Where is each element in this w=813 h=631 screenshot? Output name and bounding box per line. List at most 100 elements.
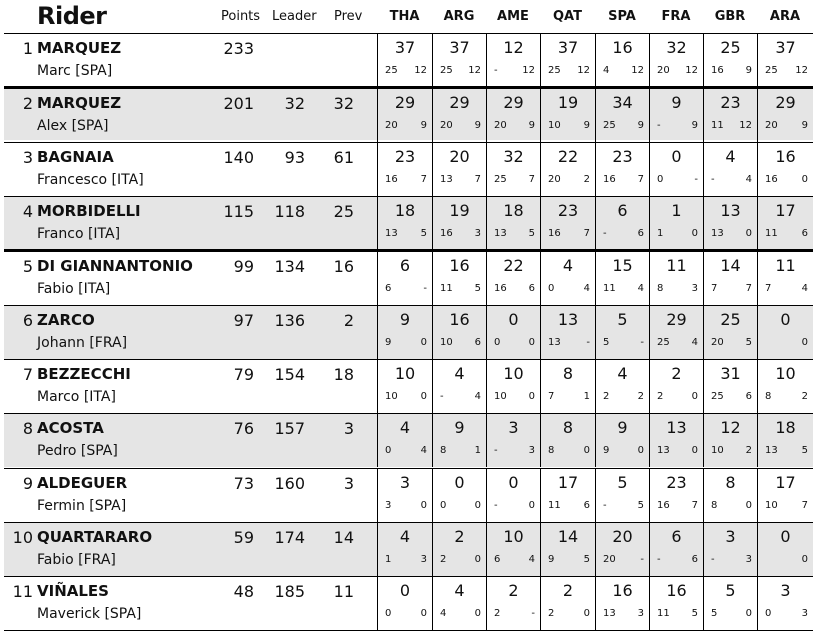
race-points: - <box>586 337 590 348</box>
race-points: 12 <box>577 65 590 76</box>
sprint-points: 3 <box>385 500 392 511</box>
sprint-points: 0 <box>765 608 772 619</box>
sprint-points: 8 <box>765 391 772 402</box>
race-total-points: 19 <box>449 201 470 220</box>
race-total-points: 23 <box>612 147 633 166</box>
rider-gap-prev: 3 <box>343 419 354 438</box>
rider-rank: 9 <box>22 474 33 493</box>
rider-rank: 2 <box>22 94 33 113</box>
race-total-points: 32 <box>666 38 687 57</box>
rider-first-name-nation: Johann [FRA] <box>37 335 128 351</box>
sprint-points: - <box>711 554 715 565</box>
rider-gap-prev: 25 <box>333 202 354 221</box>
sprint-points: 11 <box>440 283 453 294</box>
sprint-points: 8 <box>440 445 447 456</box>
rider-row[interactable]: 2 MARQUEZ Alex [SPA] 201 32 32 29 20 9 29 20 9 29 20 9… <box>4 86 813 142</box>
rider-row[interactable]: 11 VIÑALES Maverick [SPA] 48 185 11 0 0 0 4 4 0 2 2-2… <box>4 576 813 630</box>
race-points: - <box>640 337 644 348</box>
race-total-points: 22 <box>503 256 524 275</box>
race-column-header-spa: SPA <box>608 9 636 24</box>
sprint-points: 11 <box>711 120 724 131</box>
rider-rank: 8 <box>22 419 33 438</box>
race-result-cell-ame: 32 25 7 <box>486 142 540 196</box>
race-total-points: 17 <box>775 473 796 492</box>
race-column-header-tha: THA <box>389 9 420 24</box>
race-total-points: 37 <box>775 38 796 57</box>
rider-row[interactable]: 5 DI GIANNANTONIO Fabio [ITA] 99 134 16 6 6-16 1… <box>4 249 813 305</box>
race-total-points: 14 <box>557 527 579 546</box>
race-total-points: 8 <box>562 364 574 383</box>
race-points: 7 <box>583 228 590 239</box>
race-result-cell-fra: 9-9 <box>649 88 703 142</box>
rider-row[interactable]: 4 MORBIDELLI Franco [ITA] 115 118 25 18 13 5 19 16… <box>4 196 813 250</box>
race-points: 1 <box>474 445 481 456</box>
rider-row[interactable]: 1 MARQUEZ Marc [SPA] 233 37 25 12 37 25 12 12-12 37… <box>4 33 813 87</box>
sprint-points: 25 <box>711 391 724 402</box>
race-points: 3 <box>528 445 535 456</box>
race-points: 9 <box>420 120 427 131</box>
race-total-points: 23 <box>720 93 741 112</box>
sprint-points: 7 <box>711 283 718 294</box>
rider-first-name-nation: Alex [SPA] <box>37 118 109 134</box>
rider-gap-prev: 14 <box>333 528 354 547</box>
sprint-points: 16 <box>603 174 616 185</box>
rider-row[interactable]: 8 ACOSTA Pedro [SPA] 76 157 3 4 0 4 9 8 1 3-3 8 8 0 9 9 0 1… <box>4 413 813 467</box>
rider-first-name-nation: Franco [ITA] <box>37 226 121 242</box>
sprint-points: 8 <box>548 445 555 456</box>
race-total-points: 6 <box>671 527 682 546</box>
sprint-points: 13 <box>548 337 561 348</box>
race-total-points: 4 <box>399 527 411 546</box>
rider-surname: ALDEGUER <box>37 474 128 492</box>
race-total-points: 10 <box>503 364 524 383</box>
race-points: 12 <box>414 65 427 76</box>
rider-surname: MARQUEZ <box>37 39 122 57</box>
race-result-cell-arg: 19 16 3 <box>432 196 486 250</box>
rider-row[interactable]: 9 ALDEGUER Fermin [SPA] 73 160 3 3 3 0 0 0 0 0-0 17 11… <box>4 468 813 522</box>
rider-surname: MARQUEZ <box>37 94 122 112</box>
rider-gap-prev: 2 <box>343 311 354 330</box>
race-total-points: 34 <box>612 93 633 112</box>
rider-first-name-nation: Pedro [SPA] <box>37 443 118 459</box>
rider-surname: VIÑALES <box>37 582 109 600</box>
sprint-points: 10 <box>765 500 778 511</box>
race-result-cell-arg: 37 25 12 <box>432 33 486 87</box>
race-points: 2 <box>583 174 590 185</box>
rider-points: 99 <box>233 257 254 276</box>
rider-row[interactable]: 10 QUARTARARO Fabio [FRA] 59 174 14 4 1 3 2 2 0 10 6 4… <box>4 522 813 576</box>
rider-gap-leader: 174 <box>274 528 305 547</box>
race-points: 12 <box>468 65 481 76</box>
race-column-header-fra: FRA <box>661 9 691 24</box>
race-total-points: 3 <box>725 527 736 546</box>
race-points: 5 <box>637 500 644 511</box>
rider-row[interactable]: 7 BEZZECCHI Marco [ITA] 79 154 18 10 10 0 4-4 10 10… <box>4 359 813 413</box>
rider-gap-leader: 160 <box>274 474 305 493</box>
race-points: - <box>423 283 427 294</box>
sprint-points: 2 <box>548 608 555 619</box>
race-total-points: 19 <box>557 93 579 112</box>
rider-row[interactable]: 3 BAGNAIA Francesco [ITA] 140 93 61 23 16 7 20 13 7… <box>4 142 813 196</box>
race-result-cell-ara: 10 8 2 <box>757 359 813 413</box>
sprint-points: 11 <box>657 608 670 619</box>
race-points: 4 <box>637 283 644 294</box>
race-points: 12 <box>685 65 698 76</box>
rider-row[interactable]: 6 ZARCO Johann [FRA] 97 136 2 9 9 0 16 10 6 0 0 0 13 13-… <box>4 305 813 359</box>
race-points: 7 <box>801 500 808 511</box>
rider-rank: 11 <box>12 582 33 601</box>
race-total-points: 1 <box>671 201 682 220</box>
race-result-cell-tha: 29 20 9 <box>377 88 432 142</box>
sprint-points: 4 <box>603 65 610 76</box>
race-total-points: 2 <box>562 581 574 600</box>
rider-first-name-nation: Fabio [ITA] <box>37 281 111 297</box>
race-points: 12 <box>522 65 535 76</box>
sprint-points: 10 <box>440 337 453 348</box>
race-points: 3 <box>637 608 644 619</box>
